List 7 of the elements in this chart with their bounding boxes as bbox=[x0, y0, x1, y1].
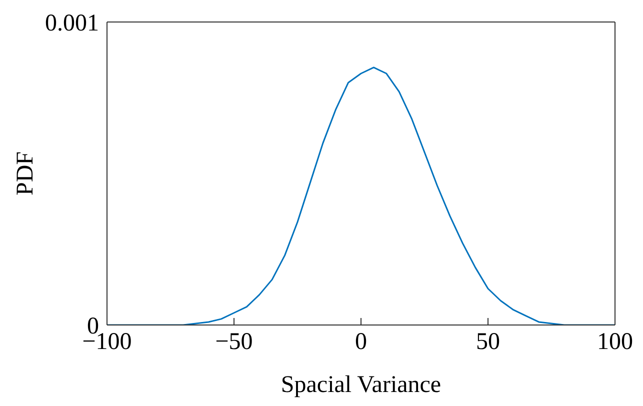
x-axis-title: Spacial Variance bbox=[280, 372, 442, 398]
x-tick-label: 0 bbox=[355, 329, 367, 356]
y-tick-label: 0.001 bbox=[45, 10, 99, 37]
x-tick-label: −50 bbox=[215, 329, 253, 356]
x-tick-label: 50 bbox=[476, 329, 500, 356]
y-axis-title: PDF bbox=[12, 151, 39, 196]
x-tick-label: 100 bbox=[597, 329, 633, 356]
